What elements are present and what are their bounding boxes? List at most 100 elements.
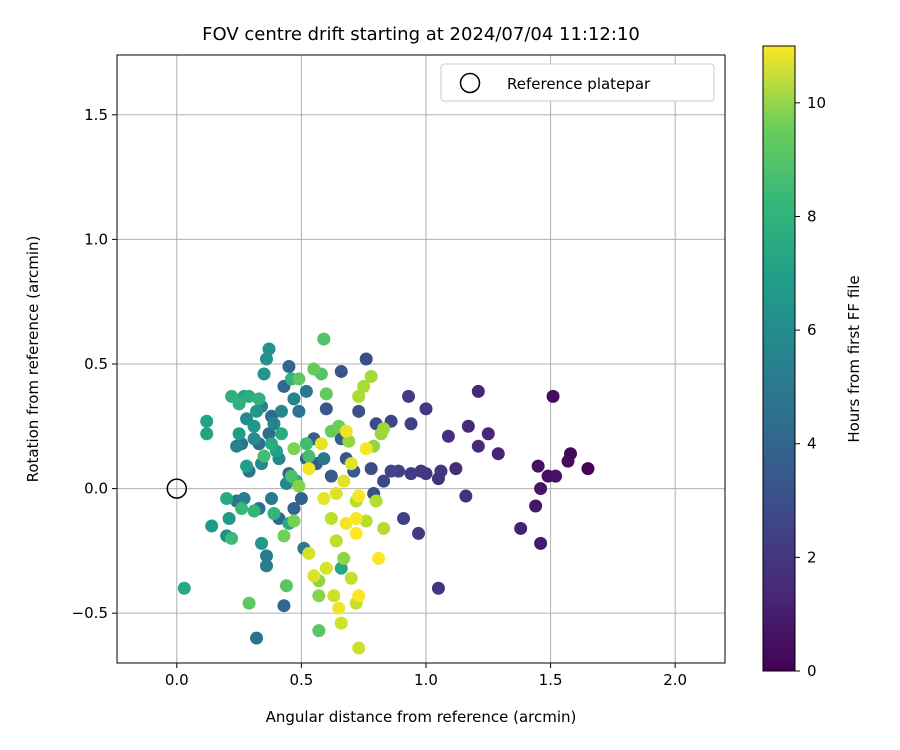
data-point [334, 561, 348, 575]
data-point [247, 504, 261, 518]
data-point [357, 379, 371, 393]
colorbar-tick-label: 10 [807, 94, 826, 112]
data-point [264, 437, 278, 451]
y-tick-label: 1.5 [84, 106, 108, 124]
x-axis-label: Angular distance from reference (arcmin) [266, 708, 577, 726]
plot-frame [116, 54, 726, 664]
data-point [404, 417, 418, 431]
data-point [561, 454, 575, 468]
data-point [337, 474, 351, 488]
data-point [534, 536, 548, 550]
legend-marker-icon [459, 72, 481, 94]
data-point [222, 511, 236, 525]
x-tick-label: 2.0 [663, 671, 687, 689]
data-point [377, 521, 391, 535]
data-point [337, 551, 351, 565]
colorbar-tick-label: 0 [807, 662, 817, 680]
data-point [359, 352, 373, 366]
y-tick-label: 0.5 [84, 355, 108, 373]
data-point [279, 579, 293, 593]
data-point [307, 362, 321, 376]
data-point [262, 427, 276, 441]
data-point [342, 434, 356, 448]
data-point [412, 526, 426, 540]
data-point [324, 511, 338, 525]
data-point [352, 641, 366, 655]
data-point [514, 521, 528, 535]
data-point [317, 452, 331, 466]
data-point [317, 332, 331, 346]
data-point [534, 482, 548, 496]
data-point [359, 442, 373, 456]
data-point [397, 511, 411, 525]
data-point [332, 601, 346, 615]
colorbar: 0 2 4 6 8 10 Hours from first FF file [762, 45, 863, 680]
data-point [319, 561, 333, 575]
data-point [319, 387, 333, 401]
data-point [262, 342, 276, 356]
x-tick-label: 0.0 [165, 671, 189, 689]
data-point [314, 437, 328, 451]
data-points [177, 332, 595, 655]
data-point [247, 419, 261, 433]
legend: Reference platepar [440, 63, 715, 102]
data-point [471, 439, 485, 453]
colorbar-gradient [762, 45, 796, 672]
data-point [232, 427, 246, 441]
y-tick-label: 1.0 [84, 230, 108, 248]
x-tick-label: 1.5 [539, 671, 563, 689]
data-point [377, 422, 391, 436]
data-point [549, 469, 563, 483]
data-point [359, 514, 373, 528]
data-point [317, 492, 331, 506]
data-point [327, 589, 341, 603]
data-point [312, 624, 326, 638]
data-point [264, 492, 278, 506]
data-point [284, 469, 298, 483]
legend-label: Reference platepar [507, 75, 651, 93]
data-point [352, 404, 366, 418]
data-point [349, 526, 363, 540]
data-point [257, 367, 271, 381]
data-point [481, 427, 495, 441]
data-point [414, 464, 428, 478]
data-point [402, 389, 416, 403]
y-axis: −0.5 0.0 0.5 1.0 1.5 [72, 106, 117, 622]
data-point [257, 449, 271, 463]
colorbar-label: Hours from first FF file [845, 275, 863, 442]
data-point [312, 589, 326, 603]
data-point [329, 487, 343, 501]
data-point [302, 462, 316, 476]
data-point [352, 489, 366, 503]
data-point [250, 404, 264, 418]
data-point [200, 414, 214, 428]
data-point [377, 474, 391, 488]
data-point [205, 519, 219, 533]
data-point [339, 516, 353, 530]
data-point [384, 464, 398, 478]
data-point [324, 469, 338, 483]
data-point [329, 534, 343, 548]
data-point [277, 599, 291, 613]
data-point [531, 459, 545, 473]
data-point [230, 439, 244, 453]
data-point [250, 631, 264, 645]
y-tick-label: −0.5 [72, 604, 108, 622]
data-point [546, 389, 560, 403]
data-point [319, 402, 333, 416]
colorbar-tick-label: 8 [807, 207, 817, 225]
x-tick-label: 0.5 [289, 671, 313, 689]
data-point [237, 492, 251, 506]
data-point [369, 494, 383, 508]
data-point [292, 479, 306, 493]
data-point [349, 511, 363, 525]
data-point [431, 581, 445, 595]
data-point [267, 506, 281, 520]
data-point [334, 364, 348, 378]
data-point [364, 369, 378, 383]
data-point [299, 437, 313, 451]
reference-platepar-marker [166, 478, 188, 499]
y-axis-label: Rotation from reference (arcmin) [24, 236, 42, 483]
data-point [267, 417, 281, 431]
data-point [302, 449, 316, 463]
